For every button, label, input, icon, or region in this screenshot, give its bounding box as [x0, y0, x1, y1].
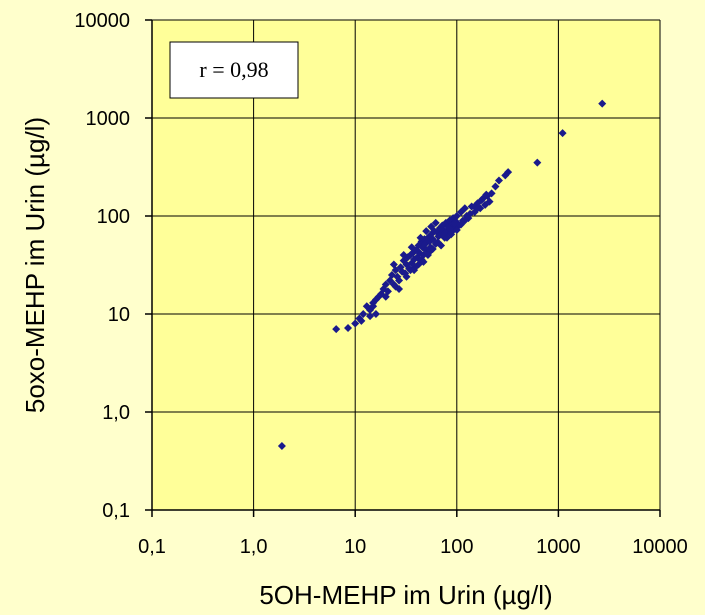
x-axis-title: 5OH-MEHP im Urin (µg/l) [259, 580, 552, 610]
data-point [357, 316, 366, 325]
x-tick-label: 100 [440, 536, 473, 558]
axes [145, 19, 661, 517]
data-point [452, 225, 461, 234]
data-point [491, 182, 500, 191]
data-point [460, 204, 469, 213]
data-point [381, 280, 390, 289]
data-point [277, 441, 286, 450]
data-point [466, 209, 475, 218]
data-point [419, 257, 428, 266]
annotation-box: r = 0,98 [169, 41, 299, 99]
grid-lines [152, 20, 660, 510]
x-tick-label: 1,0 [240, 536, 268, 558]
data-point [482, 190, 491, 199]
data-point [437, 241, 446, 250]
data-point [332, 325, 341, 334]
x-tick-label: 10 [344, 536, 366, 558]
data-point [452, 212, 461, 220]
data-point [366, 312, 375, 321]
data-point [369, 302, 378, 311]
data-point [485, 197, 494, 206]
y-tick-label: 10 [108, 304, 130, 326]
data-point [431, 218, 440, 227]
data-point [351, 319, 360, 328]
data-point [395, 284, 404, 293]
data-point [558, 129, 567, 138]
data-point [402, 272, 411, 281]
data-point [457, 220, 466, 229]
data-point [428, 245, 437, 254]
data-point [389, 260, 398, 269]
data-point [423, 250, 432, 259]
data-point [533, 158, 542, 167]
data-point [407, 243, 416, 252]
y-tick-label: 10000 [74, 10, 130, 32]
data-point [395, 276, 404, 285]
data-point [422, 227, 431, 236]
data-point [344, 323, 353, 332]
y-tick-label: 1000 [86, 108, 131, 130]
data-point [416, 233, 425, 242]
y-tick-labels: 0,1 1,0 10 100 1000 10000 [74, 10, 130, 522]
data-point [487, 189, 496, 198]
correlation-label: r = 0,98 [199, 57, 268, 82]
x-tick-label: 0,1 [138, 536, 166, 558]
data-point [477, 196, 486, 205]
data-point [399, 250, 408, 259]
data-point [381, 292, 390, 301]
data-point [359, 310, 368, 318]
data-point [473, 204, 482, 213]
data-point [447, 230, 456, 239]
data-point [598, 99, 607, 108]
data-point [494, 176, 503, 185]
x-tick-label: 10000 [632, 536, 688, 558]
y-tick-label: 100 [97, 206, 130, 228]
data-point [504, 168, 513, 177]
y-tick-label: 0,1 [102, 500, 130, 522]
data-points [277, 99, 607, 450]
y-axis-title: 5oxo-MEHP im Urin (µg/l) [20, 117, 50, 413]
x-tick-labels: 0,1 1,0 10 100 1000 10000 [138, 536, 688, 558]
data-point [371, 310, 380, 318]
y-tick-label: 1,0 [102, 402, 130, 424]
data-point [450, 219, 459, 228]
data-point [410, 266, 419, 275]
x-tick-label: 1000 [536, 536, 581, 558]
data-point [427, 222, 436, 231]
